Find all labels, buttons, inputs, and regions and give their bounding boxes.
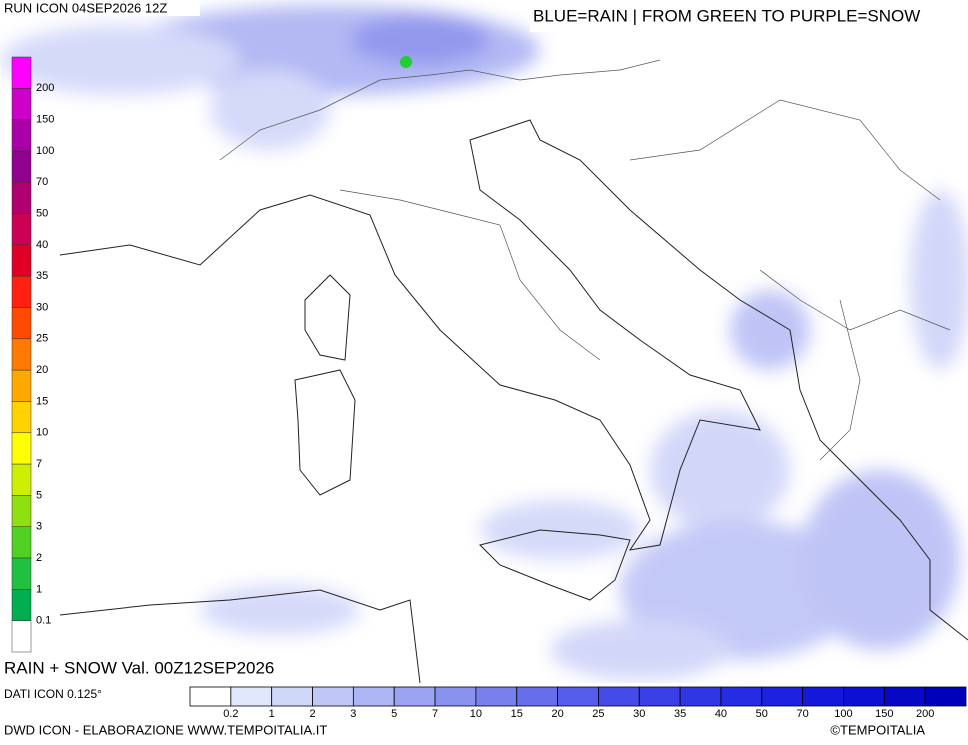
rain-swatch	[679, 686, 722, 707]
data-source: DATI ICON 0.125°	[4, 687, 102, 701]
rain-swatch	[598, 686, 640, 707]
snow-swatch	[11, 401, 32, 434]
snow-swatch	[11, 150, 32, 183]
rain-label: 5	[391, 708, 397, 720]
snow-label: 0.1	[36, 615, 51, 627]
snow-swatch	[11, 463, 32, 496]
rain-label: 30	[633, 708, 645, 720]
rain-label: 0.2	[223, 708, 238, 720]
rain-swatch	[843, 686, 885, 707]
rain-swatch	[638, 686, 681, 707]
snow-label: 15	[36, 395, 48, 407]
rain-label: 1	[269, 708, 275, 720]
snow-label: 70	[36, 176, 48, 188]
rain-label: 40	[715, 708, 727, 720]
borders	[219, 59, 951, 461]
snow-swatch	[11, 275, 32, 308]
key-box	[530, 2, 968, 32]
rain-swatch	[761, 686, 804, 707]
rain-label: 35	[674, 708, 686, 720]
rain-label: 20	[551, 708, 563, 720]
snow-swatch	[11, 244, 32, 277]
run-label: RUN ICON 04SEP2026 12Z	[4, 0, 167, 15]
rain-swatch	[434, 686, 477, 707]
rain-swatch	[720, 686, 763, 707]
snow-label: 7	[36, 458, 42, 470]
snow-label: 50	[36, 207, 48, 219]
snow-swatch	[11, 526, 32, 559]
snow-swatch	[11, 620, 32, 653]
sardinia	[294, 369, 356, 496]
rain-swatch	[475, 686, 518, 707]
rain-label: 50	[756, 708, 768, 720]
snow-label: 20	[36, 364, 48, 376]
snow-label: 10	[36, 427, 48, 439]
rain-label: 10	[470, 708, 482, 720]
rain-label: 70	[797, 708, 809, 720]
rain-label: 15	[511, 708, 523, 720]
rain-label: 7	[432, 708, 438, 720]
rain-swatch	[557, 686, 599, 707]
snow-legend: 200 150 100 70 50 40 35 30 25 20 15 10 7 5 3 2 1 0.1	[11, 56, 54, 653]
corsica	[304, 274, 351, 361]
snow-swatch	[11, 338, 32, 371]
rain-swatch	[393, 686, 436, 707]
snow-label: 5	[36, 489, 42, 501]
snow-label: 2	[36, 552, 42, 564]
rain-swatch	[312, 686, 354, 707]
snow-label: 150	[36, 114, 54, 126]
rain-swatch	[516, 686, 558, 707]
rain-label: 3	[350, 708, 356, 720]
rain-label: 150	[875, 708, 893, 720]
rain-label: 100	[834, 708, 852, 720]
rain-swatch	[883, 686, 926, 707]
credit: DWD ICON - ELABORAZIONE WWW.TEMPOITALIA.…	[4, 722, 327, 737]
rain-swatch	[230, 686, 273, 707]
rain-legend: 0.2 1 2 3 5 7 10 15 20 25 30 35 40 50 70 100 150 200	[189, 686, 967, 720]
rain-swatch	[352, 686, 395, 707]
caption-box	[0, 656, 320, 683]
snow-label: 3	[36, 521, 42, 533]
snow-label: 1	[36, 583, 42, 595]
key-label: BLUE=RAIN | FROM GREEN TO PURPLE=SNOW	[533, 6, 920, 25]
rain-label: 25	[592, 708, 604, 720]
rain-swatch	[802, 686, 844, 707]
snow-swatch	[11, 557, 32, 590]
coastlines	[59, 119, 968, 684]
precipitation-field	[0, 5, 968, 680]
snow-swatch	[11, 119, 32, 152]
snow-point	[400, 56, 412, 68]
sicily	[479, 529, 631, 601]
rain-swatch	[189, 686, 232, 707]
snow-swatch	[11, 589, 32, 621]
snow-swatch	[11, 307, 32, 340]
snow-swatch	[11, 432, 32, 465]
snow-swatch	[11, 495, 32, 527]
caption: RAIN + SNOW Val. 00Z12SEP2026	[4, 658, 274, 677]
snow-swatch	[11, 213, 32, 246]
rain-label: 200	[916, 708, 934, 720]
snow-label: 30	[36, 301, 48, 313]
rain-swatch	[924, 686, 967, 707]
run-box	[0, 0, 200, 16]
copyright: ©TEMPOITALIA	[830, 722, 925, 737]
rain-swatch	[271, 686, 313, 707]
snow-swatch	[11, 182, 32, 214]
snow-label: 40	[36, 239, 48, 251]
snow-label: 100	[36, 145, 54, 157]
snow-swatch	[11, 88, 32, 120]
snow-label: 35	[36, 270, 48, 282]
snow-swatch	[11, 56, 32, 89]
snow-label: 25	[36, 333, 48, 345]
snow-label: 200	[36, 82, 54, 94]
snow-swatch	[11, 369, 32, 402]
rain-label: 2	[309, 708, 315, 720]
